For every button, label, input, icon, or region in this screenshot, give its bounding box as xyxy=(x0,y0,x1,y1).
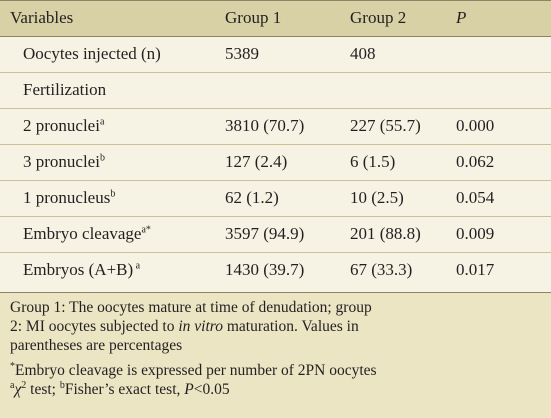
header-rule xyxy=(0,36,551,37)
row-p: 0.009 xyxy=(456,224,495,243)
header-group-1: Group 1 xyxy=(225,8,282,27)
footnote-line: parentheses are percentages xyxy=(10,337,183,354)
row-group2: 201 (88.8) xyxy=(350,224,421,243)
header-variables: Variables xyxy=(10,8,74,27)
row-label: Embryos (A+B) a xyxy=(23,260,141,279)
row-divider xyxy=(0,144,551,145)
row-group1: 62 (1.2) xyxy=(225,188,279,207)
row-group1: 127 (2.4) xyxy=(225,152,288,171)
row-group1: 3810 (70.7) xyxy=(225,116,305,135)
section-label: Fertilization xyxy=(23,80,107,99)
header-group-2: Group 2 xyxy=(350,8,407,27)
row-group2: 67 (33.3) xyxy=(350,260,413,279)
row-divider xyxy=(0,180,551,181)
table-header xyxy=(0,0,551,36)
row-p: 0.054 xyxy=(456,188,495,207)
row-group1: 5389 xyxy=(225,44,259,63)
row-group1: 1430 (39.7) xyxy=(225,260,305,279)
row-divider xyxy=(0,216,551,217)
footnote-line: Group 1: The oocytes mature at time of d… xyxy=(10,299,372,316)
row-group1: 3597 (94.9) xyxy=(225,224,305,243)
footnote-line: *Embryo cleavage is expressed per number… xyxy=(10,360,377,379)
row-label: Embryo cleavagea* xyxy=(23,224,151,243)
row-divider xyxy=(0,72,551,73)
row-group2: 227 (55.7) xyxy=(350,116,421,135)
row-group2: 10 (2.5) xyxy=(350,188,404,207)
row-group2: 408 xyxy=(350,44,376,63)
row-label: 3 pronucleib xyxy=(23,152,105,171)
row-p: 0.017 xyxy=(456,260,495,279)
row-group2: 6 (1.5) xyxy=(350,152,396,171)
row-divider xyxy=(0,108,551,109)
row-p: 0.000 xyxy=(456,116,495,135)
table-footnotes xyxy=(0,292,551,418)
top-rule xyxy=(0,0,551,1)
row-label: 1 pronucleusb xyxy=(23,188,116,207)
row-label: 2 pronucleia xyxy=(23,116,105,135)
header-p: P xyxy=(456,8,467,27)
footnote-line: 2: MI oocytes subjected to in vitro matu… xyxy=(10,318,359,335)
row-divider xyxy=(0,252,551,253)
row-p: 0.062 xyxy=(456,152,495,171)
footer-rule xyxy=(0,292,551,293)
row-label: Oocytes injected (n) xyxy=(23,44,161,63)
footnote-line: aχ2 test; bFisher’s exact test, P<0.05 xyxy=(10,379,230,398)
